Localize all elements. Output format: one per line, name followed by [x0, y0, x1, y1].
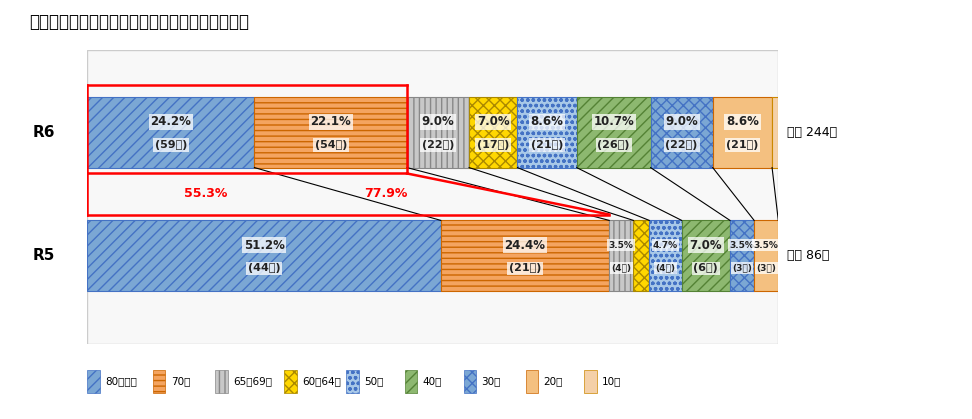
Bar — [441, 220, 609, 291]
Bar — [634, 220, 649, 291]
Bar — [464, 370, 476, 393]
Text: 9.0%: 9.0% — [422, 115, 455, 128]
Bar — [255, 97, 407, 168]
Bar — [730, 220, 754, 291]
Text: 20代: 20代 — [543, 376, 563, 386]
Text: R5: R5 — [32, 248, 55, 263]
Bar — [407, 97, 469, 168]
Text: (17人): (17人) — [477, 140, 509, 150]
Text: (4人): (4人) — [655, 264, 676, 273]
Bar — [754, 220, 779, 291]
Bar — [650, 97, 712, 168]
Bar — [87, 370, 100, 393]
Text: 80代以上: 80代以上 — [105, 376, 137, 386]
Text: (44人): (44人) — [248, 263, 281, 273]
Text: (6人): (6人) — [693, 263, 718, 273]
Text: (4人): (4人) — [611, 264, 631, 273]
Bar — [526, 370, 538, 393]
Bar — [772, 97, 778, 168]
Text: 30代: 30代 — [481, 376, 501, 386]
Text: 図表７　被害者年代別発生状況（オレオレ詐欺）: 図表７ 被害者年代別発生状況（オレオレ詐欺） — [29, 13, 249, 31]
Text: (59人): (59人) — [155, 140, 188, 150]
Text: 77.9%: 77.9% — [364, 187, 407, 201]
Text: 4.7%: 4.7% — [653, 241, 678, 250]
Text: 24.4%: 24.4% — [504, 238, 545, 251]
Bar — [405, 370, 417, 393]
Bar — [576, 97, 650, 168]
Text: 3.5%: 3.5% — [730, 241, 754, 250]
Bar — [346, 370, 359, 393]
Text: R6: R6 — [32, 125, 55, 140]
Text: (3人): (3人) — [732, 264, 752, 273]
Bar — [517, 97, 576, 168]
Text: 24.2%: 24.2% — [151, 115, 191, 128]
Text: 65～69歳: 65～69歳 — [233, 376, 272, 386]
Bar — [584, 370, 597, 393]
Text: (21人): (21人) — [726, 140, 758, 150]
Text: 8.6%: 8.6% — [726, 115, 759, 128]
Bar — [609, 220, 634, 291]
Bar — [712, 97, 772, 168]
Text: 51.2%: 51.2% — [244, 238, 285, 251]
Text: 10.7%: 10.7% — [593, 115, 634, 128]
Bar — [681, 220, 730, 291]
Text: (26人): (26人) — [598, 140, 630, 150]
Text: 60～64歳: 60～64歳 — [302, 376, 341, 386]
Text: 70代: 70代 — [171, 376, 191, 386]
Text: 合計 86件: 合計 86件 — [787, 249, 830, 262]
Text: 50代: 50代 — [364, 376, 384, 386]
Text: (54人): (54人) — [315, 140, 347, 150]
Bar — [649, 220, 681, 291]
Text: 9.0%: 9.0% — [665, 115, 698, 128]
Text: 7.0%: 7.0% — [477, 115, 509, 128]
Text: 8.6%: 8.6% — [531, 115, 564, 128]
Text: (3人): (3人) — [756, 264, 777, 273]
Text: 7.0%: 7.0% — [689, 238, 722, 251]
Text: (22人): (22人) — [422, 140, 454, 150]
Text: (21人): (21人) — [531, 140, 564, 150]
Bar — [87, 97, 255, 168]
Text: 22.1%: 22.1% — [310, 115, 351, 128]
Text: (22人): (22人) — [666, 140, 698, 150]
Text: 合計 244件: 合計 244件 — [787, 126, 838, 139]
Bar — [153, 370, 165, 393]
Bar — [87, 220, 441, 291]
Bar — [284, 370, 296, 393]
Text: (21人): (21人) — [508, 263, 541, 273]
Bar — [469, 97, 517, 168]
Text: 10代: 10代 — [603, 376, 622, 386]
Text: 55.3%: 55.3% — [184, 187, 227, 201]
Text: 3.5%: 3.5% — [753, 241, 779, 250]
Text: 40代: 40代 — [423, 376, 442, 386]
Text: 3.5%: 3.5% — [608, 241, 634, 250]
Bar — [215, 370, 227, 393]
